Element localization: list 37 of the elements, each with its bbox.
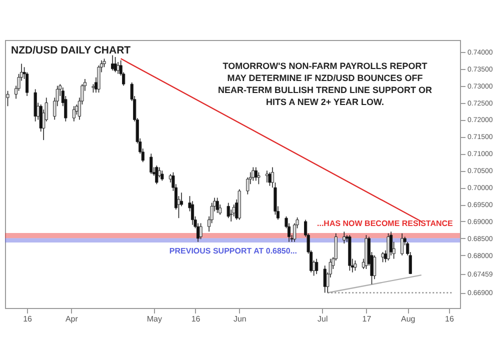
annotation: TOMORROW'S NON-FARM PAYROLLS REPORT MAY DETERMINE IF NZD/USD BOUNCES OFF NEAR-TERM BULLISH TREND LINE SUPPORT OR HITS A NEW 2+ YEAR LOW. [218,61,432,107]
band-label: ...HAS NOW BECOME RESISTANCE [317,219,454,228]
candlestick [246,176,250,195]
candlestick [114,56,117,73]
x-tick-label: Jun [233,314,246,324]
x-tick-label: Aug [400,314,416,324]
candlestick [315,258,318,274]
x-tick-label: 16 [23,314,33,324]
candlestick [254,166,258,182]
candlestick [354,260,357,272]
chart-title: NZD/USD DAILY CHART [11,44,132,56]
candlestick [226,202,230,218]
candlestick [160,170,164,182]
x-tick-label: 16 [191,314,201,324]
candlestick [216,197,219,214]
x-tick-label: 16 [445,314,454,324]
x-tick-label: 17 [362,314,372,324]
candlestick [6,90,10,107]
candlestick [381,252,384,263]
candlestick [372,255,376,280]
candlestick [72,106,76,122]
candlestick [150,153,153,174]
candlestick [386,232,390,261]
candlestick [155,165,158,185]
candlestick [342,231,346,244]
candlestick [265,170,269,183]
x-tick-label: Apr [65,314,78,324]
x-tick-label: Jul [318,314,328,324]
candlestick [268,172,272,186]
candlestick [257,172,260,185]
candlestick [34,88,37,122]
x-tick-label: May [146,314,162,324]
candlestick [400,232,404,256]
band-label: PREVIOUS SUPPORT AT 0.6850... [169,246,297,256]
candlestick [252,166,255,182]
candlestick [199,222,202,240]
candlestick [180,192,184,207]
